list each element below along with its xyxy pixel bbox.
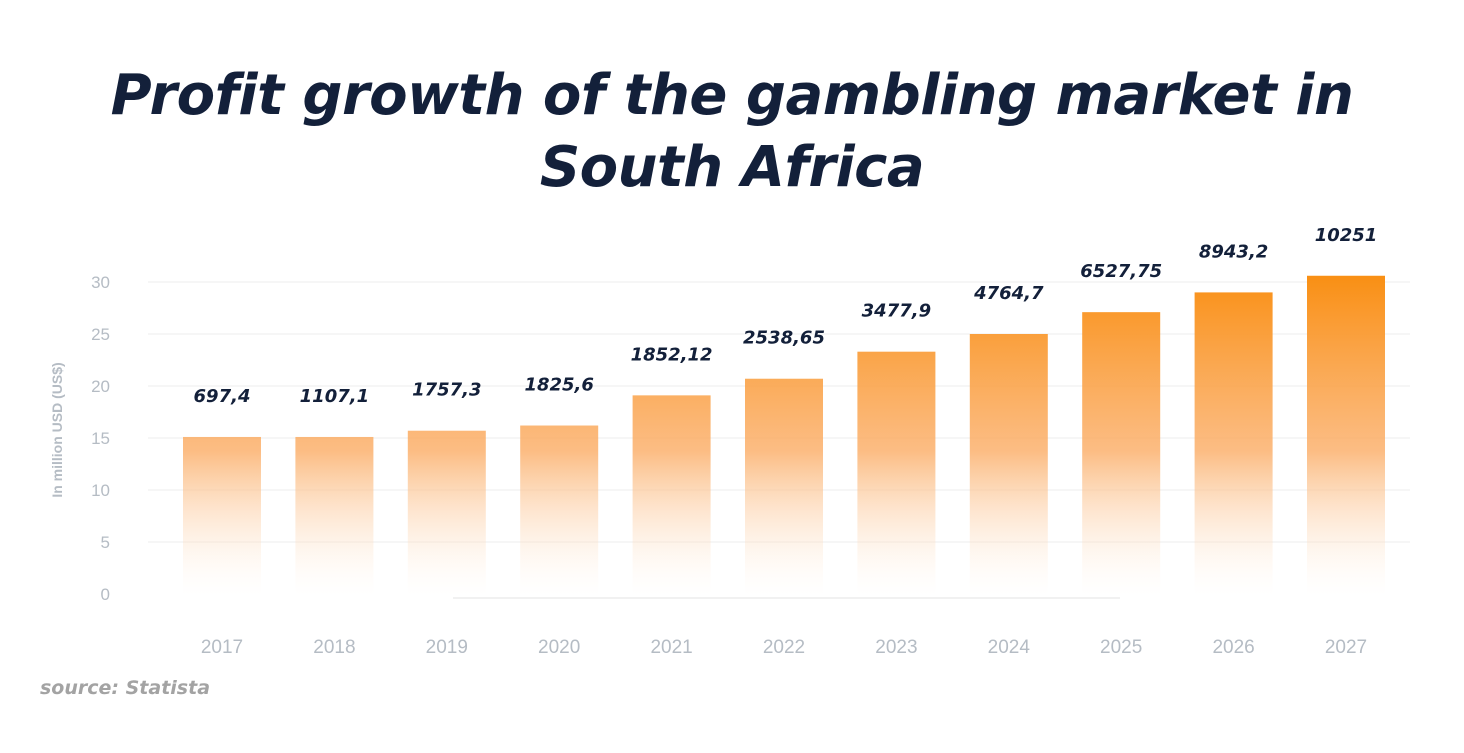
y-axis-label: In million USD (US$) [49,362,65,497]
x-tick-label: 2026 [1212,637,1254,658]
y-tick-label: 25 [91,325,110,344]
data-label-2027: 10251 [1315,225,1378,246]
bar-2017 [183,436,261,596]
data-label-2021: 1852,12 [631,344,713,365]
bar-2021 [632,395,711,596]
y-tick-label: 0 [101,585,110,604]
chart-title-line-2: South Africa [539,135,925,200]
x-tick-label: 2022 [763,637,805,658]
data-labels: 697,4 1107,1 1757,3 1825,6 1852,12 2538,65 347… [194,225,1378,407]
bar-2027 [1307,275,1385,596]
x-tick-label: 2025 [1100,637,1142,658]
source-note: source: Statista [40,677,211,699]
x-tick-label: 2017 [201,637,243,658]
data-label-2017: 697,4 [194,386,251,407]
data-label-2025: 6527,75 [1080,261,1162,282]
x-tick-label: 2019 [426,637,468,658]
data-label-2022: 2538,65 [743,328,825,349]
x-tick-label: 2021 [650,637,692,658]
y-axis-ticks: 0 5 10 15 20 25 30 [91,273,110,604]
y-tick-label: 20 [91,377,110,396]
chart-title-line-1: Profit growth of the gambling market in [110,63,1354,128]
x-tick-label: 2018 [313,637,355,658]
x-axis-ticks: 2017 2018 2019 2020 2021 2022 2023 2024 2025 2026… [201,637,1367,658]
x-tick-label: 2020 [538,637,580,658]
data-label-2019: 1757,3 [412,380,481,401]
bar-2024 [969,334,1048,596]
bars [183,275,1385,596]
chart-title: Profit growth of the gambling market in … [0,60,1464,204]
x-tick-label: 2027 [1325,637,1367,658]
x-tick-label: 2024 [988,637,1031,658]
y-tick-label: 5 [101,533,110,552]
bar-2025 [1082,312,1161,596]
data-label-2024: 4764,7 [973,283,1044,304]
data-label-2020: 1825,6 [524,375,593,396]
bar-2018 [295,436,374,596]
bar-2019 [407,430,486,596]
data-label-2018: 1107,1 [300,386,369,407]
y-tick-label: 10 [91,481,110,500]
bar-2023 [857,351,936,596]
y-tick-label: 30 [91,273,110,292]
bar-2020 [520,425,599,596]
x-tick-label: 2023 [875,637,917,658]
bar-2022 [745,378,823,596]
y-tick-label: 15 [91,429,110,448]
data-label-2023: 3477,9 [862,301,931,322]
data-label-2026: 8943,2 [1199,241,1268,262]
bar-2026 [1194,292,1273,596]
